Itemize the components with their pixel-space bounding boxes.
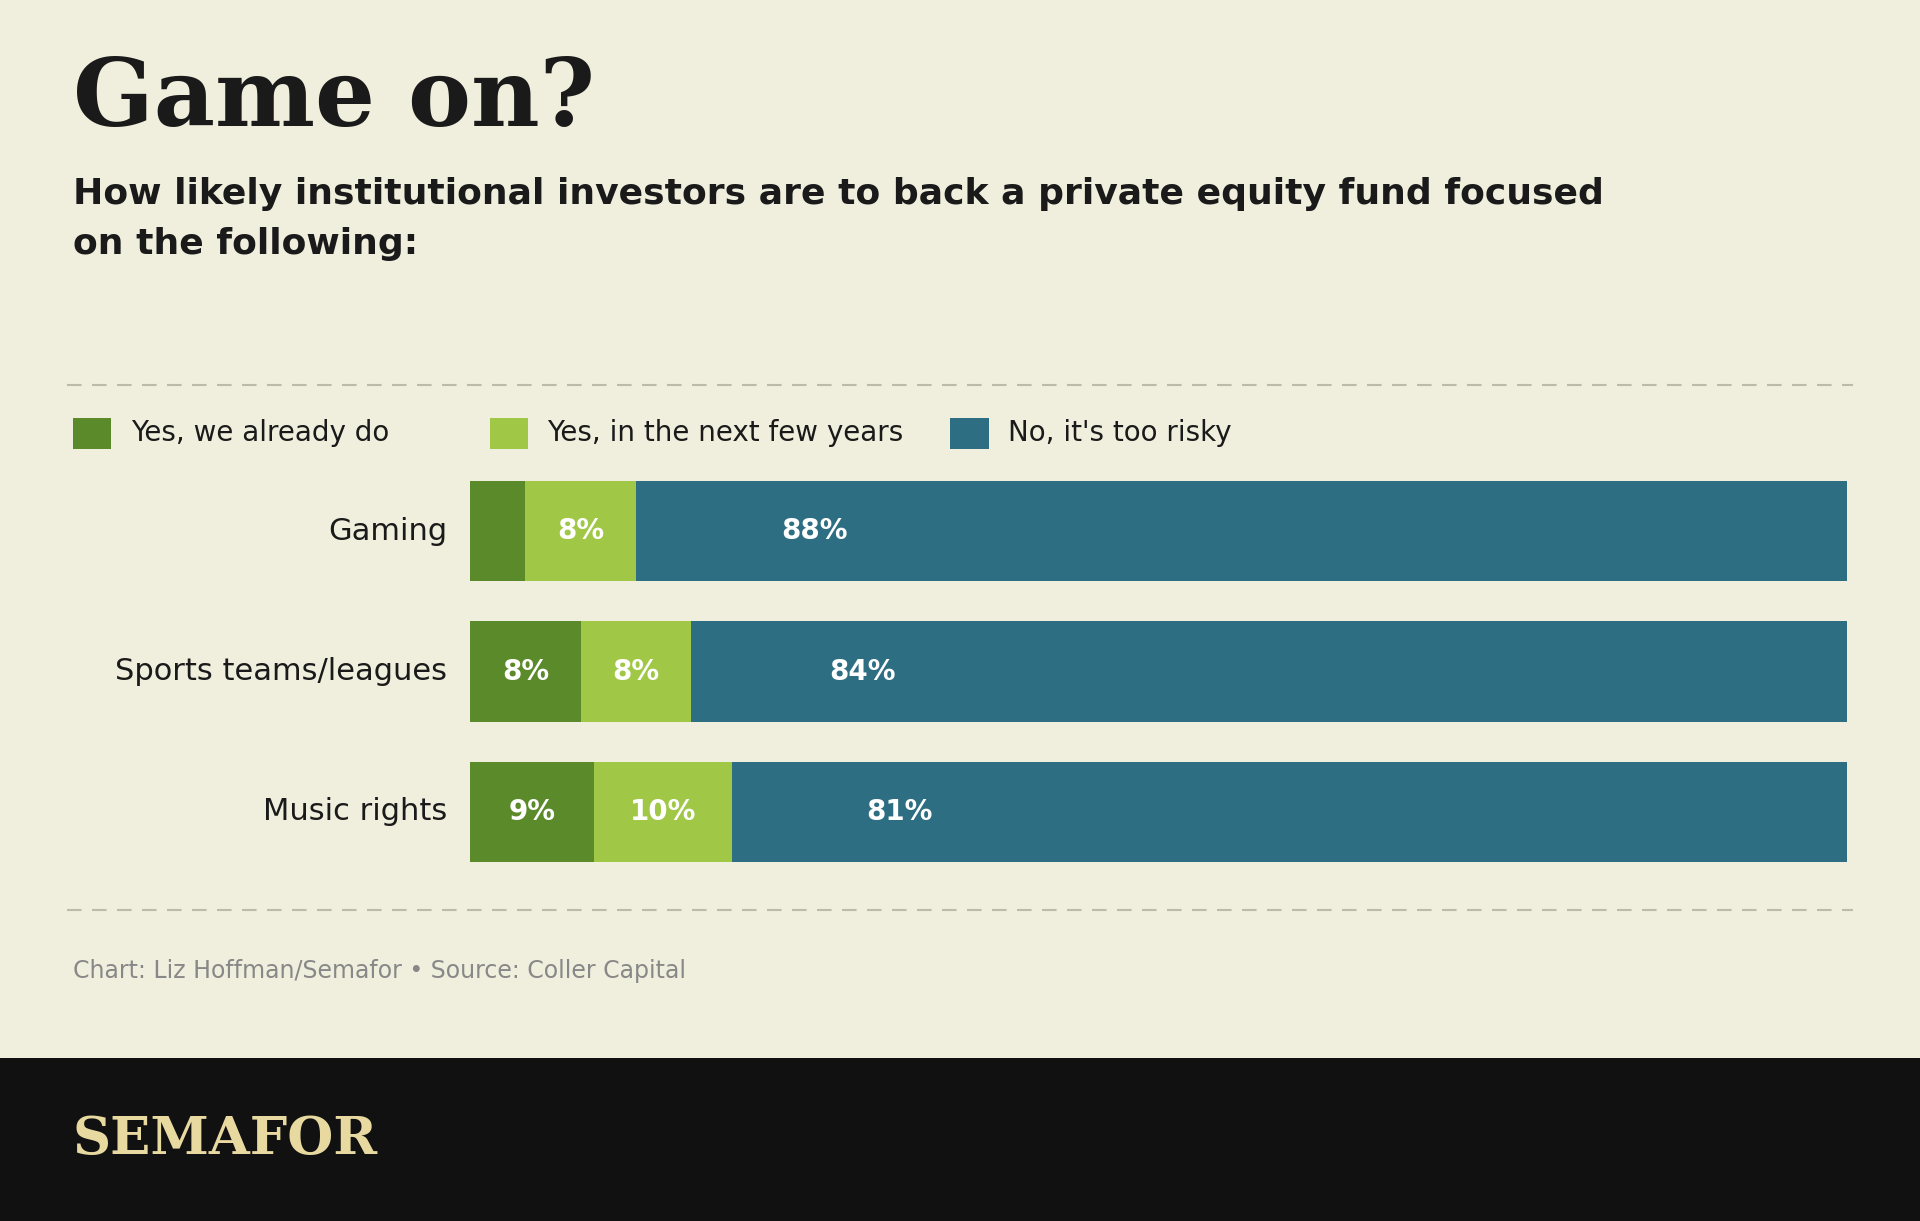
Text: 8%: 8% (612, 658, 659, 685)
Text: Yes, in the next few years: Yes, in the next few years (547, 420, 904, 447)
Text: No, it's too risky: No, it's too risky (1008, 420, 1231, 447)
Text: 10%: 10% (630, 799, 697, 825)
Text: 8%: 8% (501, 658, 549, 685)
Text: Chart: Liz Hoffman/Semafor • Source: Coller Capital: Chart: Liz Hoffman/Semafor • Source: Col… (73, 958, 685, 983)
Text: How likely institutional investors are to back a private equity fund focused
on : How likely institutional investors are t… (73, 177, 1603, 261)
Text: Music rights: Music rights (263, 797, 447, 827)
Text: 88%: 88% (781, 518, 847, 545)
Text: SEMAFOR: SEMAFOR (73, 1114, 378, 1165)
Text: 8%: 8% (557, 518, 605, 545)
Text: 81%: 81% (866, 799, 931, 825)
Text: 9%: 9% (509, 799, 557, 825)
Text: Sports teams/leagues: Sports teams/leagues (115, 657, 447, 686)
Text: Yes, we already do: Yes, we already do (131, 420, 390, 447)
Text: Game on?: Game on? (73, 55, 595, 145)
Text: 84%: 84% (829, 658, 897, 685)
Text: Gaming: Gaming (328, 516, 447, 546)
